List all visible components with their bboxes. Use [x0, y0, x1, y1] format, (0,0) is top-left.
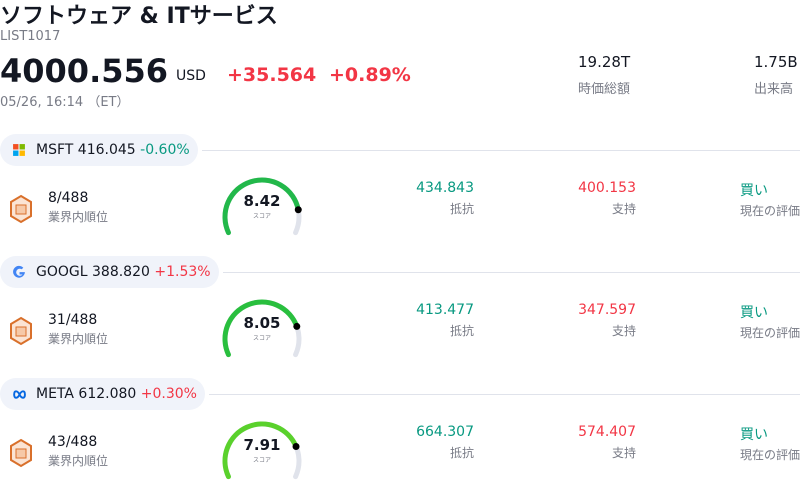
score: 7.91	[243, 436, 281, 454]
resistance: 413.477	[416, 302, 474, 318]
resistance-label: 抵抗	[449, 324, 474, 338]
rating: 買い	[740, 427, 768, 443]
support-label: 支持	[611, 446, 636, 460]
rank-label: 業界内順位	[48, 210, 109, 224]
support-label: 支持	[611, 202, 636, 216]
resistance-label: 抵抗	[449, 446, 474, 460]
stock-price: 416.045	[77, 142, 136, 158]
score-label: スコア	[252, 335, 271, 342]
code: LIST1017	[0, 29, 61, 44]
score-label: スコア	[252, 457, 271, 464]
datetime: 05/26, 16:14 （ET）	[0, 95, 130, 110]
currency: USD	[176, 68, 206, 84]
rank-label: 業界内順位	[48, 332, 109, 346]
rank-icon	[8, 194, 34, 228]
separator	[202, 150, 800, 151]
support: 347.597	[578, 302, 636, 318]
support: 574.407	[578, 424, 636, 440]
stock-price: 612.080	[78, 386, 137, 402]
stock-pill[interactable]: MSFT 416.045 -0.60%	[0, 134, 198, 166]
title: ソフトウェア & ITサービス	[0, 4, 278, 29]
stat-label: 出来高	[754, 82, 794, 97]
support: 400.153	[578, 180, 636, 196]
rating: 買い	[740, 183, 768, 199]
logo	[13, 390, 26, 399]
change: +35.564	[227, 64, 317, 86]
stat-label: 時価総額	[578, 82, 631, 97]
logo	[13, 265, 25, 278]
score: 8.05	[243, 314, 281, 332]
stock-ticker: MSFT	[36, 142, 74, 158]
rating-label: 現在の評価	[740, 448, 800, 462]
change-pct: +0.89%	[329, 64, 411, 86]
stock-change: -0.60%	[140, 142, 190, 158]
stock-pill[interactable]: GOOGL 388.820 +1.53%	[0, 256, 219, 288]
rank: 8/488	[48, 190, 89, 206]
stock-change: +0.30%	[140, 386, 197, 402]
stock-ticker: GOOGL	[36, 264, 88, 280]
rating: 買い	[740, 305, 768, 321]
separator	[223, 272, 800, 273]
stock-change: +1.53%	[154, 264, 211, 280]
rank: 43/488	[48, 434, 98, 450]
score: 8.42	[243, 192, 281, 210]
resistance-label: 抵抗	[449, 202, 474, 216]
logo	[13, 144, 25, 156]
stat-value: 1.75B	[754, 53, 798, 71]
stock-price: 388.820	[92, 264, 150, 280]
rating-label: 現在の評価	[740, 326, 800, 340]
rank-label: 業界内順位	[48, 454, 109, 468]
resistance: 664.307	[416, 424, 474, 440]
rank: 31/488	[48, 312, 98, 328]
price: 4000.556	[0, 52, 169, 90]
separator	[209, 394, 800, 395]
stock-pill[interactable]: META 612.080 +0.30%	[0, 378, 205, 410]
rating-label: 現在の評価	[740, 204, 800, 218]
stock-ticker: META	[36, 386, 74, 402]
support-label: 支持	[611, 324, 636, 338]
resistance: 434.843	[416, 180, 474, 196]
stat-value: 19.28T	[578, 53, 631, 71]
rank-icon	[8, 316, 34, 350]
score-label: スコア	[252, 213, 271, 220]
rank-icon	[8, 438, 34, 472]
